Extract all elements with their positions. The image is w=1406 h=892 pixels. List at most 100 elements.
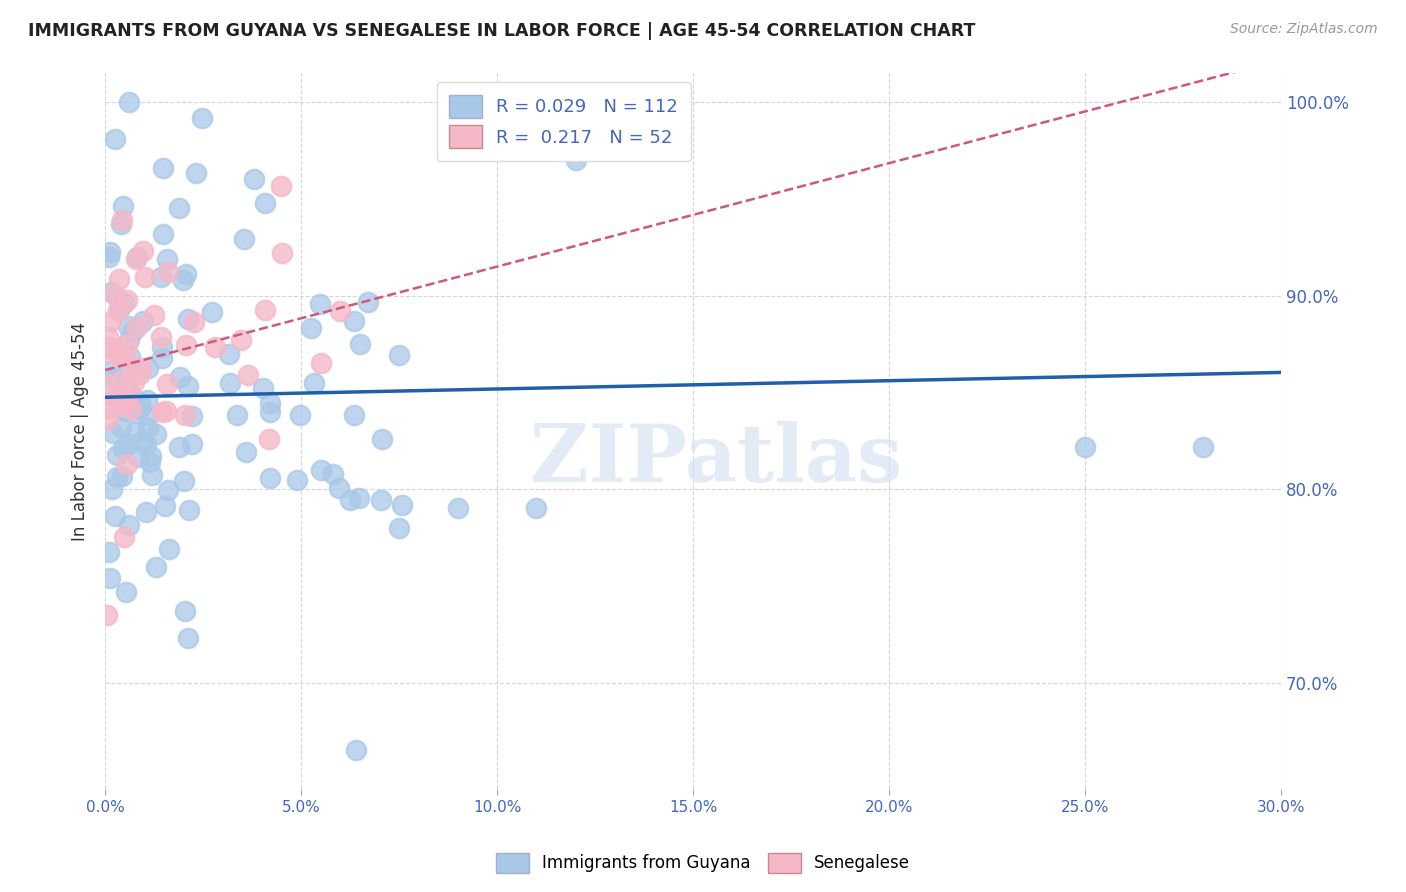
- Point: [98, 250, 121, 264]
- Point: [157, 541, 180, 556]
- Point: [370, 492, 392, 507]
- Point: [172, 273, 194, 287]
- Point: [135, 436, 157, 450]
- Point: [96, 607, 118, 622]
- Point: [100, 482, 122, 496]
- Point: [125, 250, 148, 264]
- Point: [257, 433, 280, 447]
- Point: [145, 560, 167, 574]
- Point: [110, 375, 132, 389]
- Point: [270, 246, 292, 260]
- Point: [132, 314, 155, 328]
- Point: [110, 367, 132, 381]
- Point: [107, 271, 129, 285]
- Point: [391, 498, 413, 512]
- Point: [388, 521, 411, 535]
- Point: [141, 467, 163, 482]
- Point: [346, 743, 368, 757]
- Point: [125, 252, 148, 266]
- Point: [174, 408, 197, 422]
- Point: [110, 343, 132, 357]
- Point: [370, 432, 392, 446]
- Point: [97, 340, 120, 354]
- Point: [118, 333, 141, 347]
- Point: [229, 333, 252, 347]
- Point: [136, 408, 159, 422]
- Point: [105, 470, 128, 484]
- Point: [167, 440, 190, 454]
- Point: [270, 179, 292, 194]
- Point: [128, 368, 150, 382]
- Point: [157, 265, 180, 279]
- Point: [110, 350, 132, 364]
- Point: [120, 402, 142, 417]
- Point: [100, 313, 122, 327]
- Point: [111, 213, 134, 227]
- Point: [112, 295, 135, 310]
- Point: [124, 425, 146, 440]
- Point: [111, 396, 134, 410]
- Legend: Immigrants from Guyana, Senegalese: Immigrants from Guyana, Senegalese: [489, 847, 917, 880]
- Point: [236, 368, 259, 382]
- Point: [97, 412, 120, 426]
- Point: [114, 351, 136, 366]
- Point: [233, 232, 256, 246]
- Point: [125, 406, 148, 420]
- Point: [98, 245, 121, 260]
- Point: [124, 360, 146, 375]
- Point: [152, 161, 174, 176]
- Point: [104, 392, 127, 406]
- Point: [347, 491, 370, 505]
- Point: [150, 339, 173, 353]
- Point: [226, 408, 249, 422]
- Point: [114, 404, 136, 418]
- Point: [447, 501, 470, 516]
- Point: [127, 450, 149, 464]
- Point: [150, 330, 173, 344]
- Point: [343, 313, 366, 327]
- Point: [155, 499, 177, 513]
- Point: [174, 267, 197, 281]
- Point: [183, 314, 205, 328]
- Point: [259, 405, 281, 419]
- Point: [156, 377, 179, 392]
- Point: [259, 471, 281, 485]
- Point: [104, 509, 127, 524]
- Point: [110, 217, 132, 231]
- Point: [150, 405, 173, 419]
- Point: [118, 95, 141, 109]
- Point: [122, 376, 145, 390]
- Point: [339, 492, 361, 507]
- Point: [120, 387, 142, 401]
- Point: [181, 409, 204, 423]
- Point: [131, 360, 153, 375]
- Point: [128, 394, 150, 409]
- Point: [191, 111, 214, 125]
- Point: [235, 445, 257, 459]
- Point: [218, 376, 240, 390]
- Point: [139, 455, 162, 469]
- Point: [156, 252, 179, 266]
- Legend: R = 0.029   N = 112, R =  0.217   N = 52: R = 0.029 N = 112, R = 0.217 N = 52: [437, 82, 690, 161]
- Point: [254, 196, 277, 211]
- Y-axis label: In Labor Force | Age 45-54: In Labor Force | Age 45-54: [72, 321, 89, 541]
- Point: [96, 377, 118, 392]
- Point: [173, 475, 195, 489]
- Point: [524, 501, 547, 516]
- Point: [218, 347, 240, 361]
- Point: [181, 436, 204, 450]
- Point: [135, 505, 157, 519]
- Point: [349, 337, 371, 351]
- Point: [104, 132, 127, 146]
- Point: [132, 244, 155, 258]
- Point: [98, 571, 121, 585]
- Point: [112, 198, 135, 212]
- Point: [108, 301, 131, 316]
- Point: [128, 401, 150, 416]
- Text: IMMIGRANTS FROM GUYANA VS SENEGALESE IN LABOR FORCE | AGE 45-54 CORRELATION CHAR: IMMIGRANTS FROM GUYANA VS SENEGALESE IN …: [28, 22, 976, 40]
- Point: [135, 393, 157, 408]
- Point: [204, 340, 226, 354]
- Point: [357, 295, 380, 310]
- Point: [201, 305, 224, 319]
- Point: [387, 348, 409, 362]
